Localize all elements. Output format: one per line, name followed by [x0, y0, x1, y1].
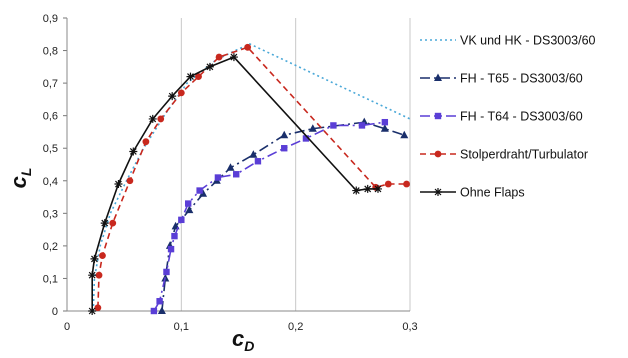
circle-marker: [95, 271, 103, 279]
tick-labels: 0 0,1 0,2 0,3 0 0,1 0,2 0,3 0,4 0,5 0,6 0,7 0,8 0,9: [43, 13, 418, 333]
circle-marker: [157, 115, 165, 123]
triangle-marker: [280, 130, 289, 139]
triangle-marker: [380, 124, 389, 132]
star-marker: [129, 147, 138, 156]
legend-label: Ohne Flaps: [460, 186, 525, 200]
star-marker: [363, 184, 372, 193]
series-line: [153, 121, 385, 312]
legend-label: VK und HK - DS3003/60: [460, 34, 596, 48]
y-tick-label: 0,5: [43, 143, 58, 155]
y-tick-label: 0,9: [43, 13, 58, 25]
series-ohne-flaps: [88, 53, 382, 315]
star-marker: [352, 186, 361, 195]
triangle-marker: [434, 73, 442, 81]
legend-label: FH - T65 - DS3003/60: [460, 72, 583, 86]
x-tick-label: 0: [64, 321, 70, 333]
y-tick-label: 0,7: [43, 78, 58, 90]
circle-marker: [177, 89, 185, 97]
square-marker: [381, 118, 389, 126]
legend-entry: Stolperdraht/Turbulator: [420, 148, 588, 162]
star-marker: [114, 180, 123, 189]
triangle-marker: [185, 205, 194, 214]
circle-marker: [434, 150, 442, 158]
circle-marker: [244, 43, 252, 51]
y-axis-title: cL: [6, 168, 34, 189]
series-vk-und-hk-ds3003-60: [92, 43, 411, 312]
series-stolperdraht-turbulator: [94, 43, 410, 312]
series-line: [92, 43, 411, 312]
series-line: [161, 121, 405, 312]
triangle-marker: [226, 163, 235, 171]
circle-marker: [126, 177, 134, 185]
star-marker: [100, 219, 109, 228]
square-marker: [196, 187, 203, 194]
x-tick-label: 0,1: [174, 321, 189, 333]
star-marker: [88, 271, 97, 280]
y-tick-label: 0: [52, 306, 58, 318]
star-marker: [373, 184, 382, 193]
legend: VK und HK - DS3003/60 FH - T65 - DS3003/6…: [420, 34, 596, 200]
grid-lines: [180, 18, 411, 311]
y-tick-label: 0,8: [43, 46, 58, 58]
square-marker: [178, 216, 185, 224]
square-marker: [150, 307, 158, 315]
circle-marker: [109, 219, 117, 227]
y-tick-label: 0,4: [43, 176, 58, 188]
x-axis-title: cD: [232, 326, 254, 354]
star-marker: [205, 62, 214, 71]
square-marker: [281, 145, 288, 152]
triangle-marker: [400, 130, 409, 139]
circle-marker: [195, 73, 202, 80]
legend-label: FH - T64 - DS3003/60: [460, 110, 583, 124]
triangle-marker: [157, 306, 166, 314]
circle-marker: [403, 180, 410, 188]
square-marker: [302, 135, 310, 142]
square-marker: [254, 158, 262, 165]
circle-marker: [142, 138, 150, 146]
circle-marker: [94, 304, 102, 312]
x-tick-label: 0,3: [402, 321, 417, 333]
x-tick-label: 0,2: [288, 321, 303, 333]
legend-entry: Ohne Flaps: [420, 186, 525, 200]
y-tick-label: 0,3: [43, 208, 58, 220]
circle-marker: [215, 53, 223, 61]
star-marker: [434, 188, 442, 196]
triangle-marker: [249, 150, 258, 158]
square-marker: [233, 171, 240, 178]
star-marker: [186, 72, 195, 81]
square-marker: [163, 268, 170, 276]
legend-entry: FH - T65 - DS3003/60: [420, 72, 583, 86]
plot-axes: [63, 17, 410, 312]
square-marker: [358, 122, 366, 129]
axis-titles: cD cL: [6, 168, 254, 354]
circle-marker: [384, 180, 392, 188]
series-line: [91, 56, 378, 311]
legend-entry: VK und HK - DS3003/60: [420, 34, 596, 48]
triangle-marker: [308, 124, 317, 132]
star-marker: [88, 307, 97, 315]
star-marker: [229, 53, 238, 62]
star-marker: [148, 114, 157, 123]
legend-entry: FH - T64 - DS3003/60: [420, 110, 583, 124]
triangle-marker: [199, 189, 208, 197]
square-marker: [330, 122, 337, 129]
star-marker: [90, 254, 99, 263]
series-fh-t64-ds3003-60: [150, 118, 389, 315]
legend-label: Stolperdraht/Turbulator: [460, 148, 588, 162]
star-marker: [168, 92, 177, 101]
square-marker: [434, 112, 442, 120]
square-marker: [156, 298, 163, 305]
square-marker: [171, 232, 178, 240]
y-tick-label: 0,6: [43, 111, 58, 123]
square-marker: [167, 245, 175, 253]
y-tick-label: 0,2: [43, 241, 58, 253]
y-tick-label: 0,1: [43, 273, 58, 285]
square-marker: [214, 174, 222, 181]
circle-marker: [99, 252, 106, 260]
square-marker: [184, 200, 192, 207]
data-series: [88, 43, 411, 315]
series-line: [97, 46, 407, 308]
